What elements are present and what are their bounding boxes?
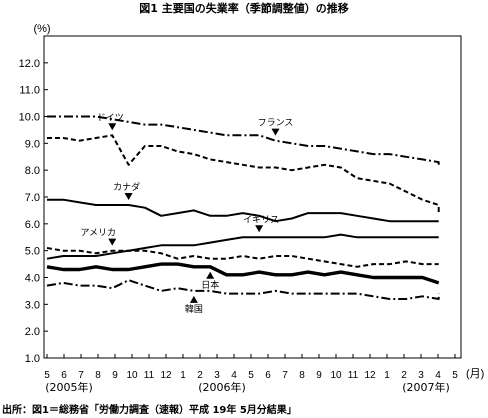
- series-line-4: [46, 247, 439, 268]
- year-labels: (2005年) (2006年) (2007年): [45, 380, 450, 394]
- y-tick-label: 3.0: [25, 299, 40, 311]
- x-axis-unit: (月): [466, 368, 484, 380]
- series-label-marker: [124, 193, 133, 201]
- series-label-marker: [108, 123, 117, 131]
- x-tick-label: 5: [44, 370, 50, 381]
- series-label: 韓国: [185, 304, 203, 315]
- x-tick-label: 4: [435, 370, 441, 381]
- x-tick-label: 8: [299, 370, 305, 381]
- x-axis: 5 6 7 8 9 10 11 12 1 2 3 4 5 6 7 8 9 10 11 12 1 2 3 4 5: [44, 354, 458, 381]
- year-label: (2006年): [198, 380, 246, 394]
- series-label-marker: [255, 225, 264, 233]
- source-note: 出所：図1＝総務省「労働力調査（速報）平成 19年 5月分結果」: [2, 403, 297, 416]
- x-tick-label: 12: [364, 370, 376, 381]
- series-label: 日本: [201, 279, 219, 291]
- series-label-marker: [206, 271, 215, 279]
- series-label-marker: [108, 238, 117, 246]
- x-tick-label: 2: [401, 370, 407, 381]
- y-axis: 1.0 2.0 3.0 4.0 5.0 6.0 7.0 8.0 9.0 10.0 11.0 12.0: [19, 58, 48, 365]
- y-tick-label: 9.0: [25, 138, 40, 150]
- series-line-1: [47, 134, 440, 214]
- x-tick-label: 6: [61, 370, 67, 381]
- y-tick-label: 7.0: [25, 192, 40, 204]
- x-tick-label: 4: [231, 370, 237, 381]
- x-tick-label: 10: [330, 370, 342, 381]
- series-label: カナダ: [113, 181, 140, 193]
- y-tick-label: 10.0: [19, 112, 40, 124]
- x-tick-label: 5: [452, 370, 458, 381]
- x-tick-label: 9: [112, 370, 118, 381]
- x-tick-label: 9: [316, 370, 322, 381]
- series-label: フランス: [258, 118, 294, 129]
- y-tick-label: 5.0: [25, 246, 40, 258]
- y-tick-label: 12.0: [19, 58, 40, 70]
- x-tick-label: 5: [248, 370, 254, 381]
- series-label: ドイツ: [97, 113, 124, 123]
- series-line-3: [46, 233, 439, 260]
- series-line-2: [47, 198, 439, 223]
- series-lines: [46, 115, 440, 300]
- y-tick-label: 11.0: [19, 85, 40, 97]
- x-tick-label: 10: [126, 370, 138, 381]
- year-label: (2007年): [402, 380, 450, 394]
- x-tick-label: 11: [348, 370, 359, 381]
- x-tick-label: 3: [418, 370, 424, 381]
- x-tick-label: 1: [384, 370, 390, 381]
- y-axis-unit: (%): [33, 23, 50, 35]
- y-tick-label: 2.0: [25, 326, 40, 338]
- x-tick-label: 2: [197, 370, 203, 381]
- x-tick-label: 8: [95, 370, 101, 381]
- series-label: イギリス: [243, 214, 279, 225]
- x-tick-label: 6: [265, 370, 271, 381]
- series-line-6: [46, 279, 440, 300]
- y-tick-label: 1.0: [25, 353, 40, 365]
- x-tick-label: 11: [144, 370, 155, 381]
- x-tick-label: 1: [180, 370, 186, 381]
- series-label: アメリカ: [80, 228, 116, 239]
- plot-frame: [43, 35, 462, 359]
- x-tick-label: 7: [78, 370, 84, 381]
- series-label-marker: [189, 295, 198, 303]
- y-tick-label: 6.0: [25, 219, 40, 231]
- y-tick-label: 4.0: [25, 273, 40, 285]
- x-tick-label: 3: [214, 370, 220, 381]
- series-line-0: [47, 115, 440, 165]
- series-label-marker: [271, 128, 280, 136]
- y-tick-label: 8.0: [25, 165, 40, 177]
- chart-title: 図1 主要国の失業率（季節調整値）の推移: [139, 1, 348, 15]
- series-line-5: [46, 262, 440, 285]
- year-label: (2005年): [45, 380, 93, 394]
- x-tick-label: 12: [160, 370, 172, 381]
- x-tick-label: 7: [282, 370, 288, 381]
